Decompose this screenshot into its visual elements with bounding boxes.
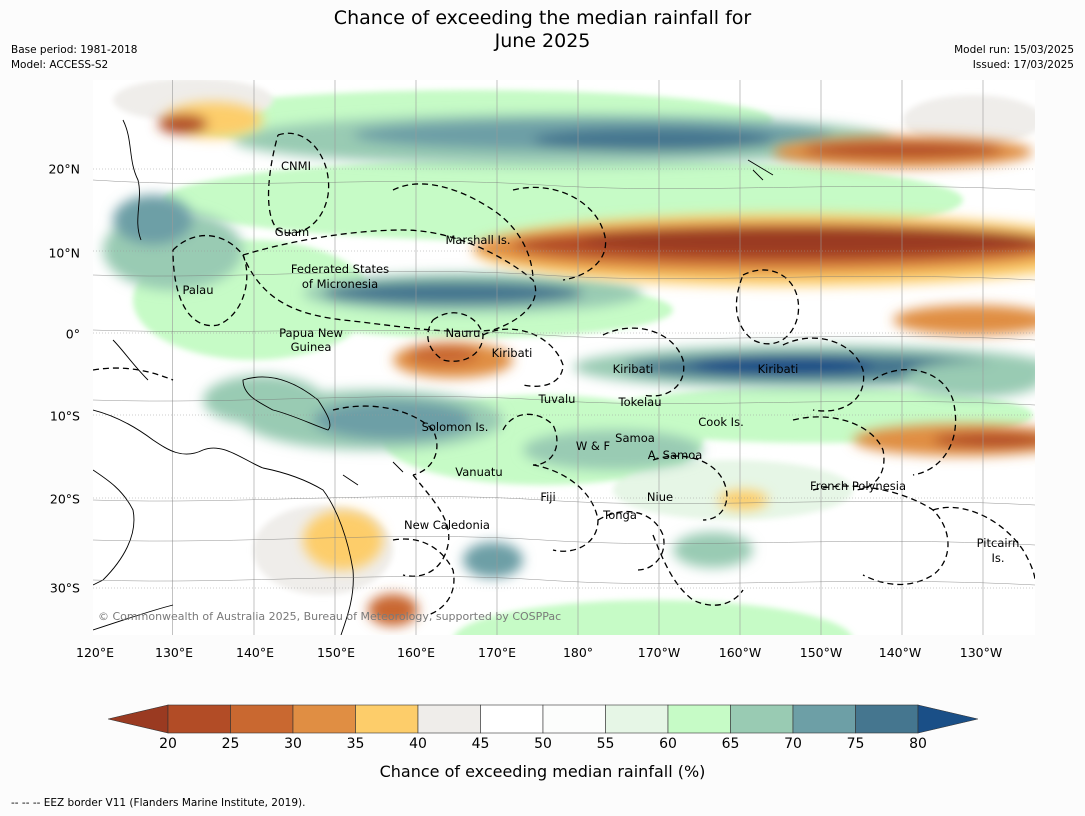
label-kiribati-east: Kiribati — [757, 362, 799, 376]
label-kiribati-west: Kiribati — [491, 346, 533, 360]
colorbar-segment — [417, 704, 481, 734]
label-samoa: Samoa — [615, 431, 655, 445]
graticule — [93, 80, 1035, 635]
label-png-line-2: Guinea — [290, 340, 332, 354]
colorbar-segment — [355, 704, 419, 734]
label-new-caledonia: New Caledonia — [404, 518, 490, 532]
colorbar-tick: 45 — [471, 736, 490, 752]
label-cook-islands: Cook Is. — [698, 415, 744, 429]
lon-tick-180: 180° — [562, 645, 594, 660]
colorbar-segment — [108, 704, 169, 734]
lon-tick-140w: 140°W — [878, 645, 922, 660]
label-american-samoa: A. Samoa — [647, 448, 703, 462]
label-micronesia-line-2: of Micronesia — [301, 277, 379, 291]
colorbar-segment — [730, 704, 794, 734]
colorbar-tick: 25 — [221, 736, 240, 752]
lon-tick-130w: 130°W — [959, 645, 1003, 660]
contour-lines — [93, 179, 1035, 586]
label-niue: Niue — [646, 490, 674, 504]
colorbar-tick: 20 — [159, 736, 177, 752]
label-png-line-1: Papua New — [279, 326, 343, 340]
label-solomon-islands: Solomon Is. — [421, 420, 489, 434]
colorbar-segment — [917, 704, 978, 734]
lon-tick-170w: 170°W — [637, 645, 681, 660]
colorbar-tick: 65 — [721, 736, 740, 752]
label-fiji: Fiji — [540, 490, 556, 504]
rainfall-map: CNMI Guam Marshall Is. Federated States … — [93, 80, 1035, 635]
lon-tick-150e: 150°E — [316, 645, 356, 660]
colorbar-tick: 80 — [909, 736, 927, 752]
label-tokelau: Tokelau — [618, 395, 662, 409]
model-name: Model: ACCESS-S2 — [11, 59, 109, 71]
colorbar-segment — [292, 704, 356, 734]
colorbar-tick: 55 — [596, 736, 615, 752]
copyright-notice: © Commonwealth of Australia 2025, Bureau… — [98, 610, 562, 623]
label-wallis-futuna: W & F — [575, 439, 611, 453]
wet-bands — [103, 114, 1035, 578]
label-micronesia-line-1: Federated States — [290, 262, 390, 276]
lon-tick-170e: 170°E — [477, 645, 517, 660]
colorbar-segment — [605, 704, 669, 734]
colorbar-segment — [667, 704, 731, 734]
base-period: Base period: 1981-2018 — [11, 44, 138, 56]
colorbar-segment — [230, 704, 294, 734]
dry-bands — [158, 102, 1035, 626]
colorbar-segment — [855, 704, 919, 734]
map-canvas — [93, 80, 1035, 635]
colorbar-segment — [792, 704, 856, 734]
chart-title: Chance of exceeding the median rainfall … — [0, 7, 1085, 53]
meta-left: Base period: 1981-2018 Model: ACCESS-S2 — [11, 43, 137, 73]
label-french-polynesia: French Polynesia — [809, 479, 907, 493]
lat-tick-0: 0° — [65, 326, 80, 342]
label-cnmi: CNMI — [281, 159, 311, 173]
lat-tick-20s: 20°S — [49, 491, 80, 507]
eez-legend-note: -- -- -- EEZ border V11 (Flanders Marine… — [11, 797, 306, 809]
label-tonga: Tonga — [603, 508, 637, 522]
colorbar-tick: 70 — [784, 736, 802, 752]
colorbar-tick: 40 — [409, 736, 427, 752]
colorbar-label: Chance of exceeding median rainfall (%) — [379, 762, 706, 781]
label-pitcairn-line-1: Pitcairn — [976, 536, 1020, 550]
colorbar-tick: 50 — [534, 736, 552, 752]
colorbar-segment — [480, 704, 544, 734]
colorbar — [108, 704, 978, 734]
title-line-2: June 2025 — [494, 30, 591, 52]
lon-tick-120e: 120°E — [75, 645, 115, 660]
lat-tick-30s: 30°S — [49, 580, 80, 596]
label-nauru: Nauru — [445, 326, 481, 340]
lon-tick-140e: 140°E — [235, 645, 275, 660]
title-line-1: Chance of exceeding the median rainfall … — [333, 7, 752, 29]
model-run: Model run: 15/03/2025 — [954, 44, 1074, 56]
colorbar-tick: 60 — [659, 736, 677, 752]
colorbar-tick: 30 — [284, 736, 302, 752]
colorbar-segment — [167, 704, 231, 734]
coastlines — [93, 119, 774, 635]
lat-tick-10n: 10°N — [48, 245, 80, 261]
label-vanuatu: Vanuatu — [455, 465, 503, 479]
meta-right: Model run: 15/03/2025 Issued: 17/03/2025 — [954, 43, 1074, 73]
lon-tick-130e: 130°E — [154, 645, 194, 660]
label-tuvalu: Tuvalu — [538, 392, 576, 406]
colorbar-tick: 75 — [846, 736, 865, 752]
label-marshall-islands: Marshall Is. — [445, 233, 511, 247]
lat-tick-20n: 20°N — [48, 161, 80, 177]
lon-tick-150w: 150°W — [799, 645, 843, 660]
label-pitcairn-line-2: Is. — [991, 551, 1005, 565]
eez-borders — [93, 132, 1035, 616]
lat-tick-10s: 10°S — [49, 408, 80, 424]
issued-date: Issued: 17/03/2025 — [972, 59, 1074, 71]
lon-tick-160e: 160°E — [396, 645, 436, 660]
label-palau: Palau — [182, 283, 214, 297]
colorbar-segment — [542, 704, 606, 734]
lon-tick-160w: 160°W — [718, 645, 762, 660]
colorbar-tick: 35 — [346, 736, 365, 752]
label-guam: Guam — [274, 225, 310, 239]
label-kiribati-central: Kiribati — [612, 362, 654, 376]
